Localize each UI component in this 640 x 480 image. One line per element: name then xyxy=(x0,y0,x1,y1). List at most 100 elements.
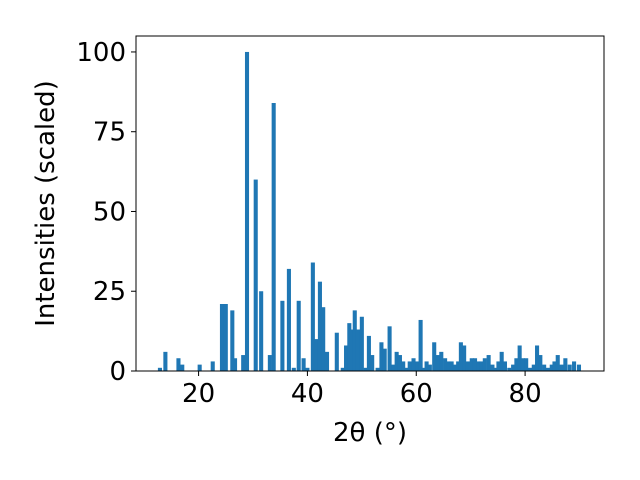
bar xyxy=(527,367,533,371)
bar xyxy=(197,364,202,371)
bar xyxy=(535,345,540,371)
bar xyxy=(469,358,474,371)
bar xyxy=(572,361,577,371)
bar xyxy=(334,332,339,371)
bar xyxy=(411,358,416,371)
bar xyxy=(163,351,168,371)
bar xyxy=(446,361,451,371)
bar xyxy=(397,355,402,371)
x-tick-label: 20 xyxy=(182,379,215,409)
bar xyxy=(421,367,426,371)
bar xyxy=(317,281,322,371)
bar xyxy=(340,367,345,371)
bar xyxy=(517,345,522,371)
bar xyxy=(391,364,396,371)
bar xyxy=(310,262,315,371)
bar xyxy=(511,364,516,371)
bar xyxy=(439,351,444,371)
bar xyxy=(542,364,547,371)
y-tick-label: 75 xyxy=(93,118,126,148)
bar xyxy=(456,361,461,371)
bar xyxy=(524,358,529,371)
bar xyxy=(493,367,498,371)
bar xyxy=(286,268,291,371)
bars-group xyxy=(157,51,582,371)
bar xyxy=(157,367,162,371)
bar xyxy=(253,179,258,371)
bar xyxy=(344,345,349,371)
bar xyxy=(267,355,272,371)
bar xyxy=(531,364,536,371)
x-tick-label: 60 xyxy=(400,379,433,409)
bar xyxy=(538,355,543,371)
bar xyxy=(496,361,501,371)
bar xyxy=(476,361,481,371)
bar xyxy=(180,364,185,371)
bar xyxy=(223,304,228,371)
bar xyxy=(507,367,512,371)
bar xyxy=(418,319,423,371)
y-axis-label: Intensities (scaled) xyxy=(31,80,61,327)
bar xyxy=(230,310,235,371)
bar xyxy=(559,364,564,371)
bar xyxy=(350,329,355,371)
bar xyxy=(352,310,357,371)
bar xyxy=(244,51,250,371)
bar xyxy=(366,335,371,371)
bar xyxy=(435,355,441,371)
bar xyxy=(379,342,384,371)
bar xyxy=(324,351,330,371)
x-axis-label: 2θ (°) xyxy=(333,418,407,448)
bar xyxy=(415,361,420,371)
bar xyxy=(490,364,495,371)
bar xyxy=(449,361,454,371)
bar xyxy=(359,316,364,371)
bar xyxy=(305,367,310,371)
bar xyxy=(280,300,285,371)
y-tick-label: 50 xyxy=(93,197,126,227)
bar xyxy=(259,291,264,371)
bar xyxy=(347,323,352,371)
bar xyxy=(424,361,429,371)
bar xyxy=(502,361,507,371)
bar xyxy=(563,358,568,371)
bar xyxy=(499,351,504,371)
bar xyxy=(241,355,246,371)
bar xyxy=(363,367,368,371)
bar xyxy=(219,304,225,371)
x-tick-label: 80 xyxy=(509,379,542,409)
bar xyxy=(555,355,560,371)
bar xyxy=(576,364,582,371)
x-axis-ticks: 20 40 60 80 xyxy=(182,371,542,409)
bar xyxy=(567,364,572,371)
bar xyxy=(407,361,412,371)
y-axis-ticks: 0 25 50 75 100 xyxy=(76,38,136,387)
bar xyxy=(291,367,296,371)
bar xyxy=(479,361,484,371)
bar xyxy=(443,358,448,371)
bar xyxy=(482,358,487,371)
bar xyxy=(545,367,550,371)
bar xyxy=(382,348,387,371)
bar xyxy=(296,300,301,371)
bar xyxy=(321,307,326,371)
y-tick-label: 0 xyxy=(109,357,126,387)
bar xyxy=(301,358,306,371)
bar xyxy=(233,358,238,371)
bar xyxy=(486,355,491,371)
bar xyxy=(387,326,392,371)
bar xyxy=(401,361,406,371)
bar xyxy=(462,345,467,371)
bar xyxy=(514,358,519,371)
x-tick-label: 40 xyxy=(291,379,324,409)
bar xyxy=(520,358,525,371)
bar xyxy=(432,342,437,371)
bar xyxy=(427,364,432,371)
bar xyxy=(458,342,463,371)
y-tick-label: 100 xyxy=(76,38,126,68)
bar xyxy=(394,351,399,371)
y-tick-label: 25 xyxy=(93,277,126,307)
bar xyxy=(452,364,457,371)
bar xyxy=(472,358,478,371)
